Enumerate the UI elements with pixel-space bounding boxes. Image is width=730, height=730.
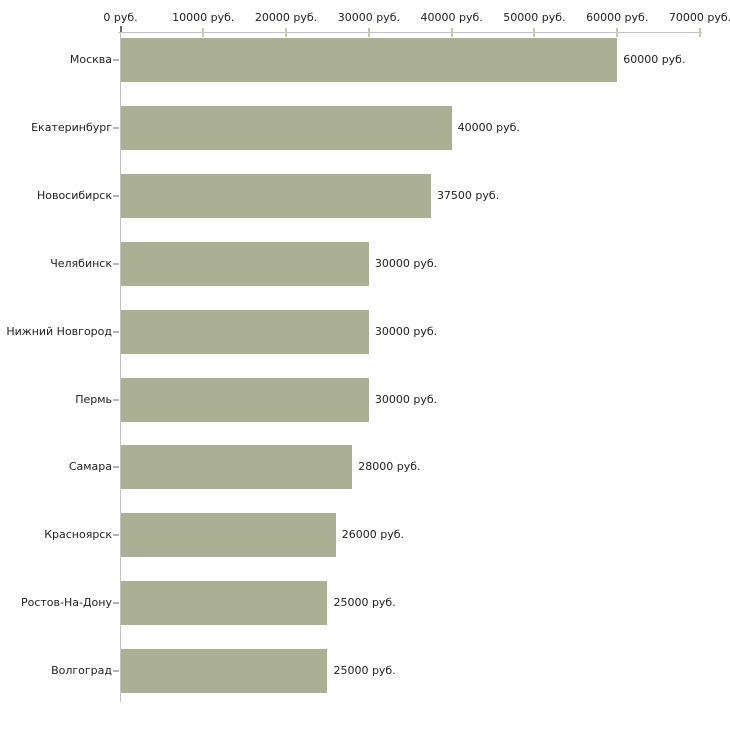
category-tick [113,330,119,333]
y-axis-line [120,32,121,702]
value-label: 25000 руб. [333,664,396,678]
x-axis-zero-tick [119,26,122,32]
category-tick [113,59,119,61]
value-label: 30000 руб. [374,256,438,270]
value-label: 40000 руб. [457,120,520,134]
category-label: Волгоград [51,664,112,678]
x-axis-tick-label: 70000 руб. [668,11,730,24]
bar [120,377,369,422]
x-axis-tick-label: 40000 руб. [420,11,483,24]
category-label: Нижний Новгород [6,324,112,338]
bar [120,241,369,286]
value-label: 28000 руб. [358,460,421,474]
x-axis-tick-label: 0 руб. [103,11,138,24]
x-axis-tick [367,28,370,37]
value-label: 37500 руб. [436,188,500,202]
bar [120,581,328,626]
category-label: Ростов-На-Дону [20,596,112,610]
category-label: Челябинск [50,256,112,270]
bar [120,105,452,150]
bar [120,38,618,82]
category-tick [113,466,119,469]
category-tick [113,670,119,673]
bar [120,649,328,694]
x-axis-tick-label: 20000 руб. [254,11,318,24]
category-tick [113,602,119,605]
category-tick [113,262,119,265]
category-label: Самара [68,460,112,474]
x-axis-tick-label: 60000 руб. [586,11,649,24]
category-tick [113,126,119,129]
x-axis-tick-label: 10000 руб. [172,11,235,24]
value-label: 30000 руб. [374,324,438,338]
x-axis-tick [450,28,453,37]
x-axis-tick [616,28,619,37]
bar [120,309,369,354]
bar [120,445,353,490]
x-axis-tick [533,28,536,37]
category-label: Красноярск [44,528,112,542]
category-label: Новосибирск [36,188,112,202]
x-axis-line [118,32,702,33]
category-label: Москва [69,53,112,66]
category-tick [113,398,119,401]
value-label: 30000 руб. [374,392,438,406]
category-label: Екатеринбург [31,120,112,134]
category-tick [113,534,119,537]
value-label: 25000 руб. [333,596,396,610]
x-axis-tick [202,28,205,37]
x-axis-tick-label: 30000 руб. [337,11,400,24]
value-label: 26000 руб. [341,528,404,542]
category-tick [113,194,119,197]
x-axis-tick [699,28,701,37]
category-label: Пермь [75,392,112,406]
value-label: 60000 руб. [623,53,686,66]
x-axis-tick [285,28,288,37]
bar [120,513,336,558]
x-axis-tick-label: 50000 руб. [503,11,566,24]
bar [120,173,431,218]
